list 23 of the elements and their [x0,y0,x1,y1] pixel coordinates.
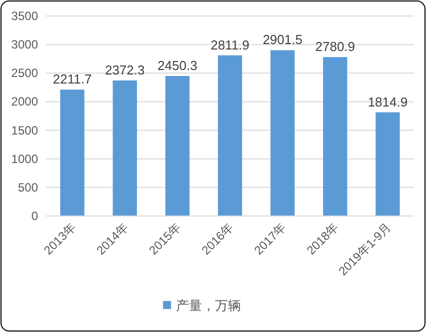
y-tick-label: 2500 [11,66,38,80]
data-label: 2450.3 [158,58,198,73]
y-tick-label: 3500 [11,9,38,23]
data-label: 2811.9 [210,37,250,52]
bar [323,57,348,216]
bar [218,55,242,216]
y-tick-label: 1500 [11,123,38,138]
y-tick-label: 0 [31,209,38,223]
data-label: 1814.9 [368,94,408,110]
bar [60,90,84,216]
y-tick-label: 1000 [11,152,38,166]
bar [270,50,295,216]
y-tick-label: 2000 [11,94,38,109]
data-label: 2780.9 [315,39,356,54]
legend-label: 产量，万辆 [176,298,241,313]
data-label: 2211.7 [52,72,92,87]
bar [165,76,190,216]
data-label: 2372.3 [104,62,145,78]
y-tick-label: 500 [18,180,38,194]
bar [376,112,400,216]
data-label: 2901.5 [262,32,302,48]
y-tick-label: 3000 [11,38,38,52]
bar [112,80,137,216]
